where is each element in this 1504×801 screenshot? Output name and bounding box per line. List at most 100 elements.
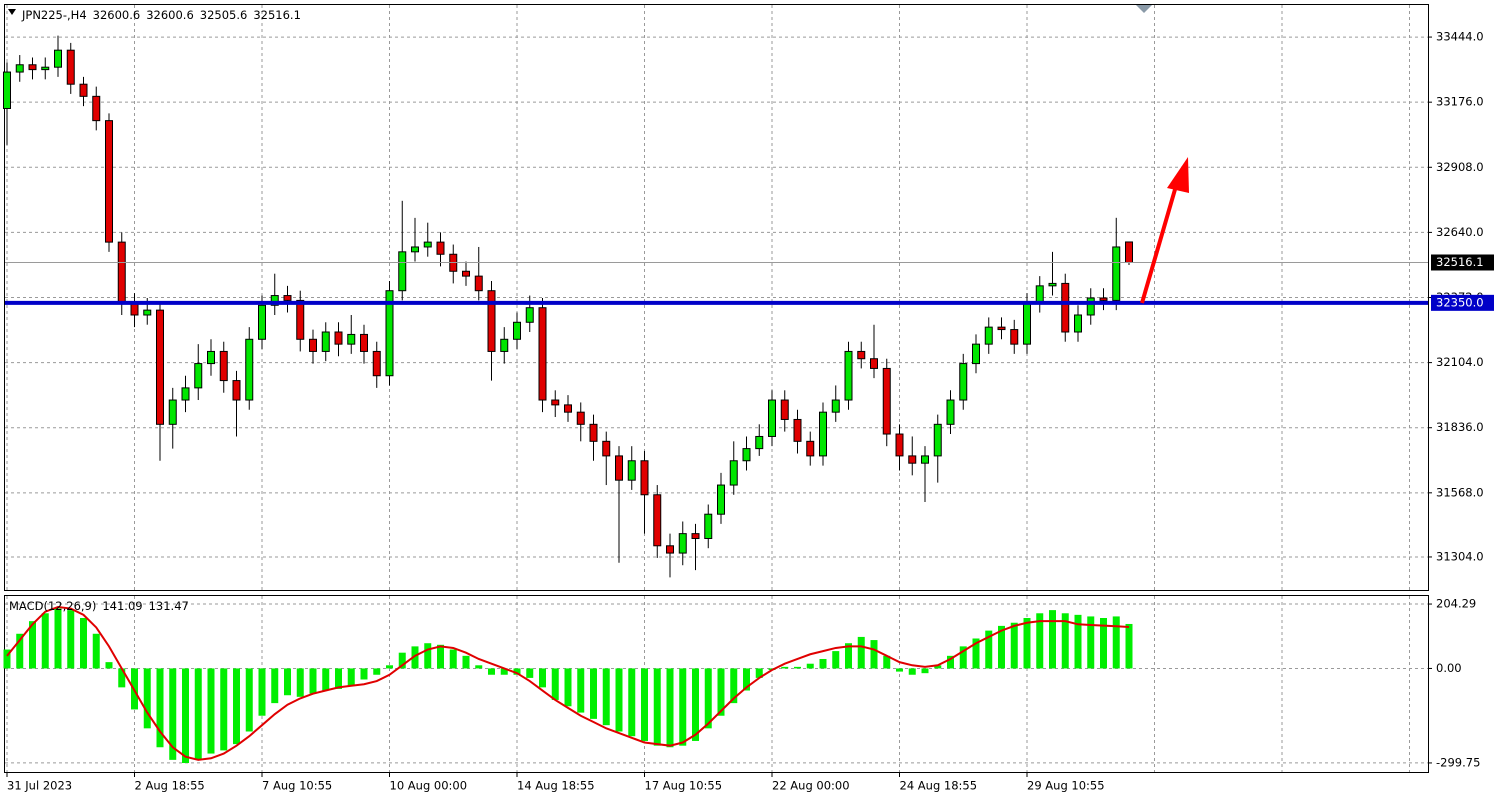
macd-bar xyxy=(29,621,36,669)
candle-body xyxy=(908,455,917,464)
macd-bar xyxy=(857,636,865,669)
macd-bar xyxy=(360,668,368,680)
candle-body xyxy=(194,363,203,389)
candle-body xyxy=(54,49,62,68)
macd-bar xyxy=(373,668,381,675)
macd-bar xyxy=(54,608,62,669)
macd-bar xyxy=(1125,623,1133,669)
macd-bar xyxy=(947,655,954,669)
y-tick-label: 204.29 xyxy=(1436,597,1476,611)
candle-body xyxy=(219,350,228,382)
last-price-box xyxy=(1431,254,1494,271)
macd-bar xyxy=(679,668,687,746)
candle-body xyxy=(857,350,866,360)
macd-bar xyxy=(80,618,87,669)
macd-bar xyxy=(704,668,712,729)
macd-bar xyxy=(959,646,967,669)
y-tick-label: 0.00 xyxy=(1436,661,1462,675)
macd-bar xyxy=(755,668,763,678)
macd-bar xyxy=(398,652,406,669)
macd-bar xyxy=(258,668,266,716)
candle-body xyxy=(423,241,432,248)
x-tick-label: 17 Aug 10:55 xyxy=(645,779,723,793)
candle-body xyxy=(780,399,789,420)
candle-body xyxy=(666,545,674,554)
candle-body xyxy=(309,338,317,352)
macd-bar xyxy=(641,668,648,741)
candle-body xyxy=(385,290,394,377)
macd-bar xyxy=(233,668,240,745)
macd-bar xyxy=(794,666,801,669)
shift-marker xyxy=(1136,5,1152,13)
candle-body xyxy=(436,241,445,255)
candle-body xyxy=(360,333,368,352)
macd-bar xyxy=(386,665,393,669)
candle-body xyxy=(321,331,330,352)
macd-bar xyxy=(1074,614,1082,669)
candle-body xyxy=(870,358,878,369)
header-low: 32505.6 xyxy=(200,8,248,22)
header-high: 32600.6 xyxy=(146,8,194,22)
macd-bar xyxy=(437,644,444,669)
y-tick-label: 31568.0 xyxy=(1436,485,1484,499)
macd-bar xyxy=(284,668,291,696)
macd-bar xyxy=(475,665,483,669)
candle-body xyxy=(347,333,356,345)
macd-bar xyxy=(296,668,304,697)
candle-body xyxy=(538,307,547,401)
macd-bar xyxy=(41,613,49,669)
candle-body xyxy=(755,435,764,450)
candle-body xyxy=(819,411,827,457)
candle-body xyxy=(372,350,381,377)
macd-bar xyxy=(92,633,100,669)
macd-bar xyxy=(526,668,534,678)
macd-bar xyxy=(743,668,750,691)
candle-body xyxy=(1086,297,1095,316)
candle-body xyxy=(207,350,215,365)
candle-body xyxy=(551,399,560,406)
macd-bar xyxy=(845,643,852,669)
y-tick-label: 33444.0 xyxy=(1436,30,1484,44)
signal-line xyxy=(6,605,1130,761)
candle-body xyxy=(232,380,241,401)
macd-bar xyxy=(1010,622,1018,669)
candle-body xyxy=(117,241,126,304)
macd-bar xyxy=(806,663,814,669)
symbol: JPN225-,H4 xyxy=(21,8,87,22)
candle-body xyxy=(997,326,1006,331)
candle-body xyxy=(959,363,968,401)
candle-body xyxy=(691,533,700,539)
macd-bar xyxy=(730,668,738,704)
macd-bar xyxy=(653,668,661,746)
candle-body xyxy=(143,309,152,316)
menu-triangle[interactable] xyxy=(8,9,16,15)
chart-header: JPN225-,H4 32600.6 32600.6 32505.6 32516.1 xyxy=(21,8,301,22)
macd-panel-border xyxy=(4,595,1429,773)
macd-bar xyxy=(118,668,126,688)
macd-bar xyxy=(182,668,189,764)
y-tick-label: 31304.0 xyxy=(1436,549,1484,563)
macd-bar xyxy=(602,668,610,726)
macd-bar xyxy=(1061,613,1069,669)
macd-bar xyxy=(1087,616,1095,669)
macd-bar xyxy=(271,668,279,704)
y-tick-label: 32908.0 xyxy=(1436,160,1484,174)
candle-body xyxy=(66,49,75,85)
macd-bar xyxy=(832,651,840,669)
macd-bar xyxy=(615,668,623,732)
candle-body xyxy=(1023,302,1031,345)
macd-bar xyxy=(156,668,164,748)
macd-bar xyxy=(322,668,330,691)
macd-bar xyxy=(105,662,113,669)
candle-body xyxy=(806,440,815,457)
candle-body xyxy=(972,343,980,365)
candle-body xyxy=(1035,285,1044,304)
macd-main-value: 141.09 xyxy=(102,599,142,613)
candle-body xyxy=(1125,241,1133,263)
macd-bar xyxy=(896,668,903,672)
candle-body xyxy=(258,304,266,340)
x-tick-label: 7 Aug 10:55 xyxy=(262,779,332,793)
macd-bar xyxy=(717,668,725,716)
y-tick-label: 32640.0 xyxy=(1436,225,1484,239)
macd-bar xyxy=(908,668,916,675)
